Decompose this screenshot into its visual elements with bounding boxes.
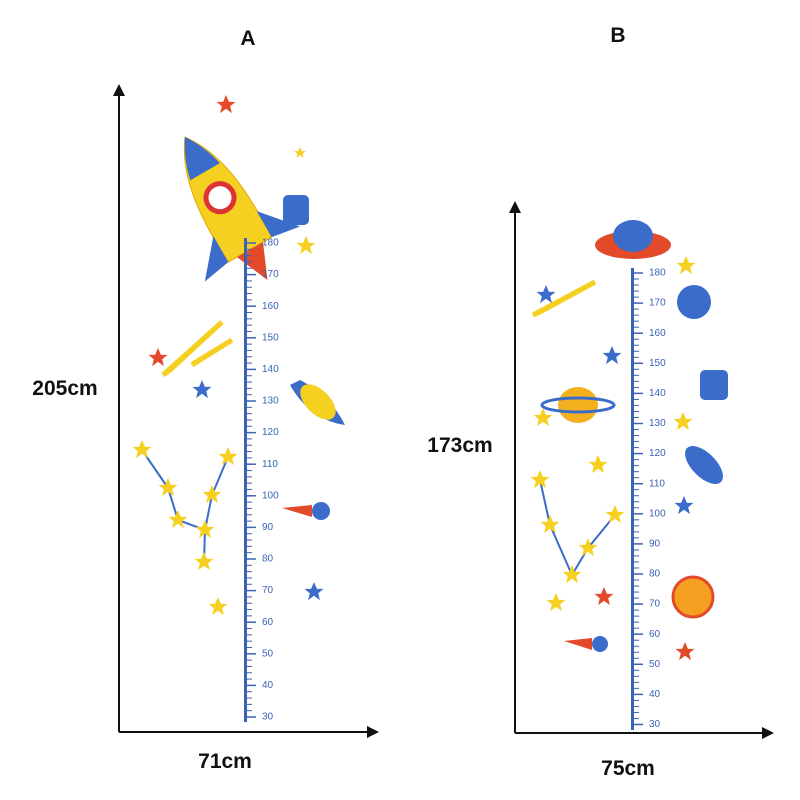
dimension-lines	[113, 84, 774, 739]
ruler-tick-label: 80	[262, 554, 274, 565]
decoration-a	[132, 95, 345, 616]
ruler-tick-label: 150	[649, 358, 666, 369]
ruler-tick-label: 70	[262, 585, 274, 596]
ruler-tick-label: 170	[649, 298, 666, 309]
ruler-tick-label: 180	[262, 238, 279, 249]
ruler-tick-label: 140	[262, 364, 279, 375]
ruler-tick-label: 90	[262, 522, 274, 533]
ruler-tick-label: 100	[262, 490, 279, 501]
ruler-tick-label: 160	[262, 301, 279, 312]
height-label: 205cm	[32, 377, 97, 400]
panel-label: A	[240, 27, 255, 50]
ruler-tick-label: 180	[649, 268, 666, 279]
ruler-tick-label: 50	[262, 648, 274, 659]
ruler-tick-label: 60	[649, 629, 661, 640]
ruler-tick-label: 100	[649, 508, 666, 519]
ruler-a	[244, 238, 247, 722]
height-label: 173cm	[427, 434, 492, 457]
panel-label: B	[610, 24, 625, 47]
ruler-tick-label: 110	[649, 478, 665, 489]
width-label: 71cm	[198, 750, 252, 773]
ruler-tick-label: 40	[649, 689, 661, 700]
ruler-tick-label: 60	[262, 617, 274, 628]
ruler-tick-label: 40	[262, 680, 274, 691]
ruler-tick-label: 70	[649, 599, 661, 610]
ruler-tick-label: 140	[649, 388, 666, 399]
ruler-tick-label: 130	[262, 396, 279, 407]
decoration-b	[530, 220, 728, 661]
ruler-tick-label: 110	[262, 459, 278, 470]
ruler-tick-label: 30	[262, 712, 274, 723]
ruler-tick-label: 130	[649, 418, 666, 429]
ruler-tick-label: 160	[649, 328, 666, 339]
ruler-tick-label: 50	[649, 659, 661, 670]
ruler-tick-label: 120	[649, 448, 666, 459]
ruler-b	[631, 268, 634, 730]
ruler-tick-label: 30	[649, 719, 661, 730]
ruler-tick-label: 150	[262, 332, 279, 343]
width-label: 75cm	[601, 757, 655, 780]
ruler-tick-label: 120	[262, 427, 279, 438]
ruler-tick-label: 80	[649, 569, 661, 580]
ruler-tick-label: 170	[262, 269, 279, 280]
ruler-tick-label: 90	[649, 539, 661, 550]
ruler-ticks: 180 170 160 150 140 130 120 110 100 90 80 70 60 50 40 3…	[247, 238, 666, 730]
